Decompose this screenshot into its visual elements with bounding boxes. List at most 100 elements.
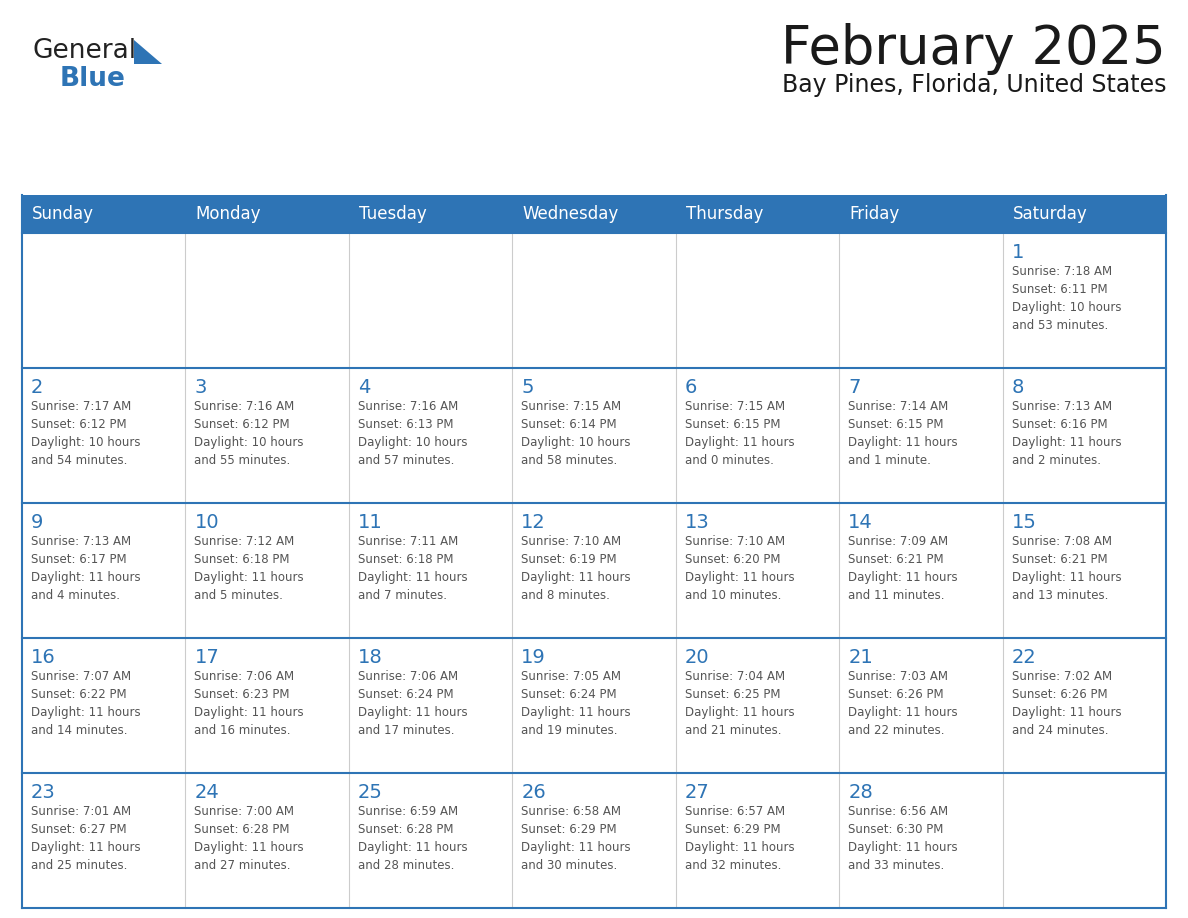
Text: Tuesday: Tuesday [359, 205, 426, 223]
Text: 3: 3 [195, 378, 207, 397]
Bar [1003, 773, 1165, 908]
Text: Sunrise: 7:13 AM
Sunset: 6:17 PM
Daylight: 11 hours
and 4 minutes.: Sunrise: 7:13 AM Sunset: 6:17 PM Dayligh… [31, 535, 140, 602]
Text: Sunday: Sunday [32, 205, 94, 223]
Bar [512, 773, 676, 908]
Text: 18: 18 [358, 648, 383, 667]
Bar [349, 773, 512, 908]
Text: 10: 10 [195, 513, 219, 532]
Bar [349, 638, 512, 773]
Text: Sunrise: 7:11 AM
Sunset: 6:18 PM
Daylight: 11 hours
and 7 minutes.: Sunrise: 7:11 AM Sunset: 6:18 PM Dayligh… [358, 535, 468, 602]
Text: 12: 12 [522, 513, 546, 532]
Text: Saturday: Saturday [1012, 205, 1087, 223]
Polygon shape [134, 40, 162, 64]
Text: Sunrise: 6:59 AM
Sunset: 6:28 PM
Daylight: 11 hours
and 28 minutes.: Sunrise: 6:59 AM Sunset: 6:28 PM Dayligh… [358, 805, 468, 872]
Text: 5: 5 [522, 378, 533, 397]
Bar [349, 503, 512, 638]
Bar [1003, 503, 1165, 638]
Text: Sunrise: 7:15 AM
Sunset: 6:15 PM
Daylight: 11 hours
and 0 minutes.: Sunrise: 7:15 AM Sunset: 6:15 PM Dayligh… [684, 400, 795, 467]
Text: General: General [32, 38, 137, 64]
Bar [839, 773, 1003, 908]
Bar [23, 773, 185, 908]
Text: 26: 26 [522, 783, 546, 802]
Text: Bay Pines, Florida, United States: Bay Pines, Florida, United States [782, 73, 1165, 97]
Text: Sunrise: 7:07 AM
Sunset: 6:22 PM
Daylight: 11 hours
and 14 minutes.: Sunrise: 7:07 AM Sunset: 6:22 PM Dayligh… [31, 670, 140, 737]
Text: 1: 1 [1011, 243, 1024, 262]
Bar [349, 368, 512, 503]
Text: Sunrise: 7:08 AM
Sunset: 6:21 PM
Daylight: 11 hours
and 13 minutes.: Sunrise: 7:08 AM Sunset: 6:21 PM Dayligh… [1011, 535, 1121, 602]
Text: Blue: Blue [61, 66, 126, 92]
Text: Wednesday: Wednesday [523, 205, 619, 223]
Text: Sunrise: 6:56 AM
Sunset: 6:30 PM
Daylight: 11 hours
and 33 minutes.: Sunrise: 6:56 AM Sunset: 6:30 PM Dayligh… [848, 805, 958, 872]
Text: Friday: Friday [849, 205, 899, 223]
Bar [185, 233, 349, 368]
Bar [512, 638, 676, 773]
Text: 8: 8 [1011, 378, 1024, 397]
Text: 9: 9 [31, 513, 44, 532]
Text: 4: 4 [358, 378, 371, 397]
Text: 24: 24 [195, 783, 219, 802]
Text: 22: 22 [1011, 648, 1036, 667]
Bar [185, 503, 349, 638]
Bar [676, 233, 839, 368]
Text: 14: 14 [848, 513, 873, 532]
Bar [839, 233, 1003, 368]
Text: Sunrise: 7:10 AM
Sunset: 6:20 PM
Daylight: 11 hours
and 10 minutes.: Sunrise: 7:10 AM Sunset: 6:20 PM Dayligh… [684, 535, 795, 602]
Text: 23: 23 [31, 783, 56, 802]
Text: Thursday: Thursday [685, 205, 763, 223]
Text: Sunrise: 7:16 AM
Sunset: 6:13 PM
Daylight: 10 hours
and 57 minutes.: Sunrise: 7:16 AM Sunset: 6:13 PM Dayligh… [358, 400, 467, 467]
Text: Sunrise: 7:14 AM
Sunset: 6:15 PM
Daylight: 11 hours
and 1 minute.: Sunrise: 7:14 AM Sunset: 6:15 PM Dayligh… [848, 400, 958, 467]
Bar [839, 503, 1003, 638]
Text: 16: 16 [31, 648, 56, 667]
Text: Sunrise: 6:57 AM
Sunset: 6:29 PM
Daylight: 11 hours
and 32 minutes.: Sunrise: 6:57 AM Sunset: 6:29 PM Dayligh… [684, 805, 795, 872]
Bar [349, 233, 512, 368]
Bar [23, 368, 185, 503]
Text: Sunrise: 7:06 AM
Sunset: 6:23 PM
Daylight: 11 hours
and 16 minutes.: Sunrise: 7:06 AM Sunset: 6:23 PM Dayligh… [195, 670, 304, 737]
Bar [1003, 233, 1165, 368]
Text: Sunrise: 7:16 AM
Sunset: 6:12 PM
Daylight: 10 hours
and 55 minutes.: Sunrise: 7:16 AM Sunset: 6:12 PM Dayligh… [195, 400, 304, 467]
Text: Sunrise: 7:05 AM
Sunset: 6:24 PM
Daylight: 11 hours
and 19 minutes.: Sunrise: 7:05 AM Sunset: 6:24 PM Dayligh… [522, 670, 631, 737]
Text: 7: 7 [848, 378, 860, 397]
Bar [839, 638, 1003, 773]
Text: 2: 2 [31, 378, 44, 397]
Text: 19: 19 [522, 648, 546, 667]
Text: 25: 25 [358, 783, 383, 802]
Text: 20: 20 [684, 648, 709, 667]
Text: Sunrise: 7:10 AM
Sunset: 6:19 PM
Daylight: 11 hours
and 8 minutes.: Sunrise: 7:10 AM Sunset: 6:19 PM Dayligh… [522, 535, 631, 602]
Text: 6: 6 [684, 378, 697, 397]
Text: Sunrise: 6:58 AM
Sunset: 6:29 PM
Daylight: 11 hours
and 30 minutes.: Sunrise: 6:58 AM Sunset: 6:29 PM Dayligh… [522, 805, 631, 872]
Text: 21: 21 [848, 648, 873, 667]
Text: Sunrise: 7:12 AM
Sunset: 6:18 PM
Daylight: 11 hours
and 5 minutes.: Sunrise: 7:12 AM Sunset: 6:18 PM Dayligh… [195, 535, 304, 602]
Text: 15: 15 [1011, 513, 1036, 532]
Text: Sunrise: 7:01 AM
Sunset: 6:27 PM
Daylight: 11 hours
and 25 minutes.: Sunrise: 7:01 AM Sunset: 6:27 PM Dayligh… [31, 805, 140, 872]
Text: Sunrise: 7:13 AM
Sunset: 6:16 PM
Daylight: 11 hours
and 2 minutes.: Sunrise: 7:13 AM Sunset: 6:16 PM Dayligh… [1011, 400, 1121, 467]
Bar [676, 773, 839, 908]
Text: Sunrise: 7:09 AM
Sunset: 6:21 PM
Daylight: 11 hours
and 11 minutes.: Sunrise: 7:09 AM Sunset: 6:21 PM Dayligh… [848, 535, 958, 602]
Bar [512, 368, 676, 503]
Bar [185, 638, 349, 773]
Bar [23, 503, 185, 638]
Bar [839, 368, 1003, 503]
Bar [676, 638, 839, 773]
Text: Sunrise: 7:18 AM
Sunset: 6:11 PM
Daylight: 10 hours
and 53 minutes.: Sunrise: 7:18 AM Sunset: 6:11 PM Dayligh… [1011, 265, 1121, 332]
Bar [512, 233, 676, 368]
Text: Sunrise: 7:06 AM
Sunset: 6:24 PM
Daylight: 11 hours
and 17 minutes.: Sunrise: 7:06 AM Sunset: 6:24 PM Dayligh… [358, 670, 468, 737]
Text: February 2025: February 2025 [782, 23, 1165, 75]
Bar [185, 368, 349, 503]
Text: 28: 28 [848, 783, 873, 802]
Bar [23, 195, 1165, 233]
Bar [512, 503, 676, 638]
Text: 11: 11 [358, 513, 383, 532]
Text: 13: 13 [684, 513, 709, 532]
Bar [1003, 368, 1165, 503]
Bar [1003, 638, 1165, 773]
Bar [185, 773, 349, 908]
Text: Sunrise: 7:15 AM
Sunset: 6:14 PM
Daylight: 10 hours
and 58 minutes.: Sunrise: 7:15 AM Sunset: 6:14 PM Dayligh… [522, 400, 631, 467]
Text: Sunrise: 7:02 AM
Sunset: 6:26 PM
Daylight: 11 hours
and 24 minutes.: Sunrise: 7:02 AM Sunset: 6:26 PM Dayligh… [1011, 670, 1121, 737]
Bar [23, 233, 185, 368]
Text: Sunrise: 7:17 AM
Sunset: 6:12 PM
Daylight: 10 hours
and 54 minutes.: Sunrise: 7:17 AM Sunset: 6:12 PM Dayligh… [31, 400, 140, 467]
Text: Sunrise: 7:04 AM
Sunset: 6:25 PM
Daylight: 11 hours
and 21 minutes.: Sunrise: 7:04 AM Sunset: 6:25 PM Dayligh… [684, 670, 795, 737]
Text: Monday: Monday [196, 205, 261, 223]
Bar [676, 503, 839, 638]
Bar [676, 368, 839, 503]
Text: 27: 27 [684, 783, 709, 802]
